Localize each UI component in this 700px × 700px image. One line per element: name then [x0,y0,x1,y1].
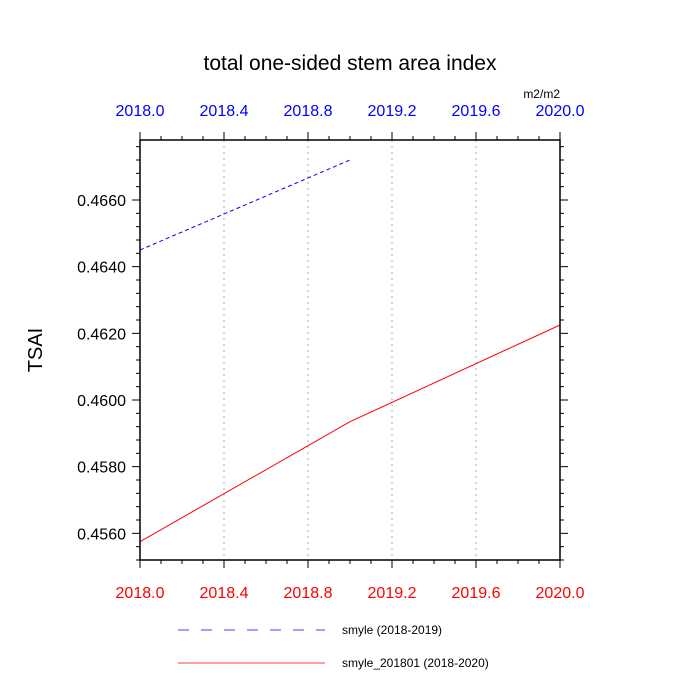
legend-label-1: smyle (2018-2019) [342,623,442,637]
y-tick-label: 0.4660 [77,193,126,210]
x-tick-label-top: 2019.6 [452,103,501,120]
series-line-2 [139,324,561,543]
x-tick-label-top: 2019.2 [368,103,417,120]
y-tick-label: 0.4560 [77,526,126,543]
x-tick-label-bottom: 2018.8 [284,585,333,602]
x-tick-label-bottom: 2018.0 [116,585,165,602]
legend-label-2: smyle_201801 (2018-2020) [342,656,489,670]
axes-layer: 2018.0 2018.0 2018.4 2018.4 2018.8 2018.8 2019… [77,103,585,602]
x-tick-label-bottom: 2020.0 [536,585,585,602]
x-tick-label-bottom: 2018.4 [200,585,249,602]
y-tick-label: 0.4600 [77,393,126,410]
plot-frame [139,139,561,561]
x-tick-label-top: 2018.8 [284,103,333,120]
units-label: m2/m2 [523,87,560,101]
grid-layer [223,140,477,560]
chart-title: total one-sided stem area index [203,52,497,75]
y-tick-label: 0.4620 [77,326,126,343]
y-tick-label: 0.4640 [77,260,126,277]
x-tick-label-bottom: 2019.6 [452,585,501,602]
x-tick-label-bottom: 2019.2 [368,585,417,602]
series-line-1 [139,159,351,251]
y-axis-label: TSAI [25,328,47,372]
x-tick-label-top: 2020.0 [536,103,585,120]
y-tick-label: 0.4580 [77,460,126,477]
x-tick-label-top: 2018.4 [200,103,249,120]
legend-layer: smyle (2018-2019) smyle_201801 (2018-2020… [178,623,489,670]
series-layer [139,159,561,543]
x-tick-label-top: 2018.0 [116,103,165,120]
